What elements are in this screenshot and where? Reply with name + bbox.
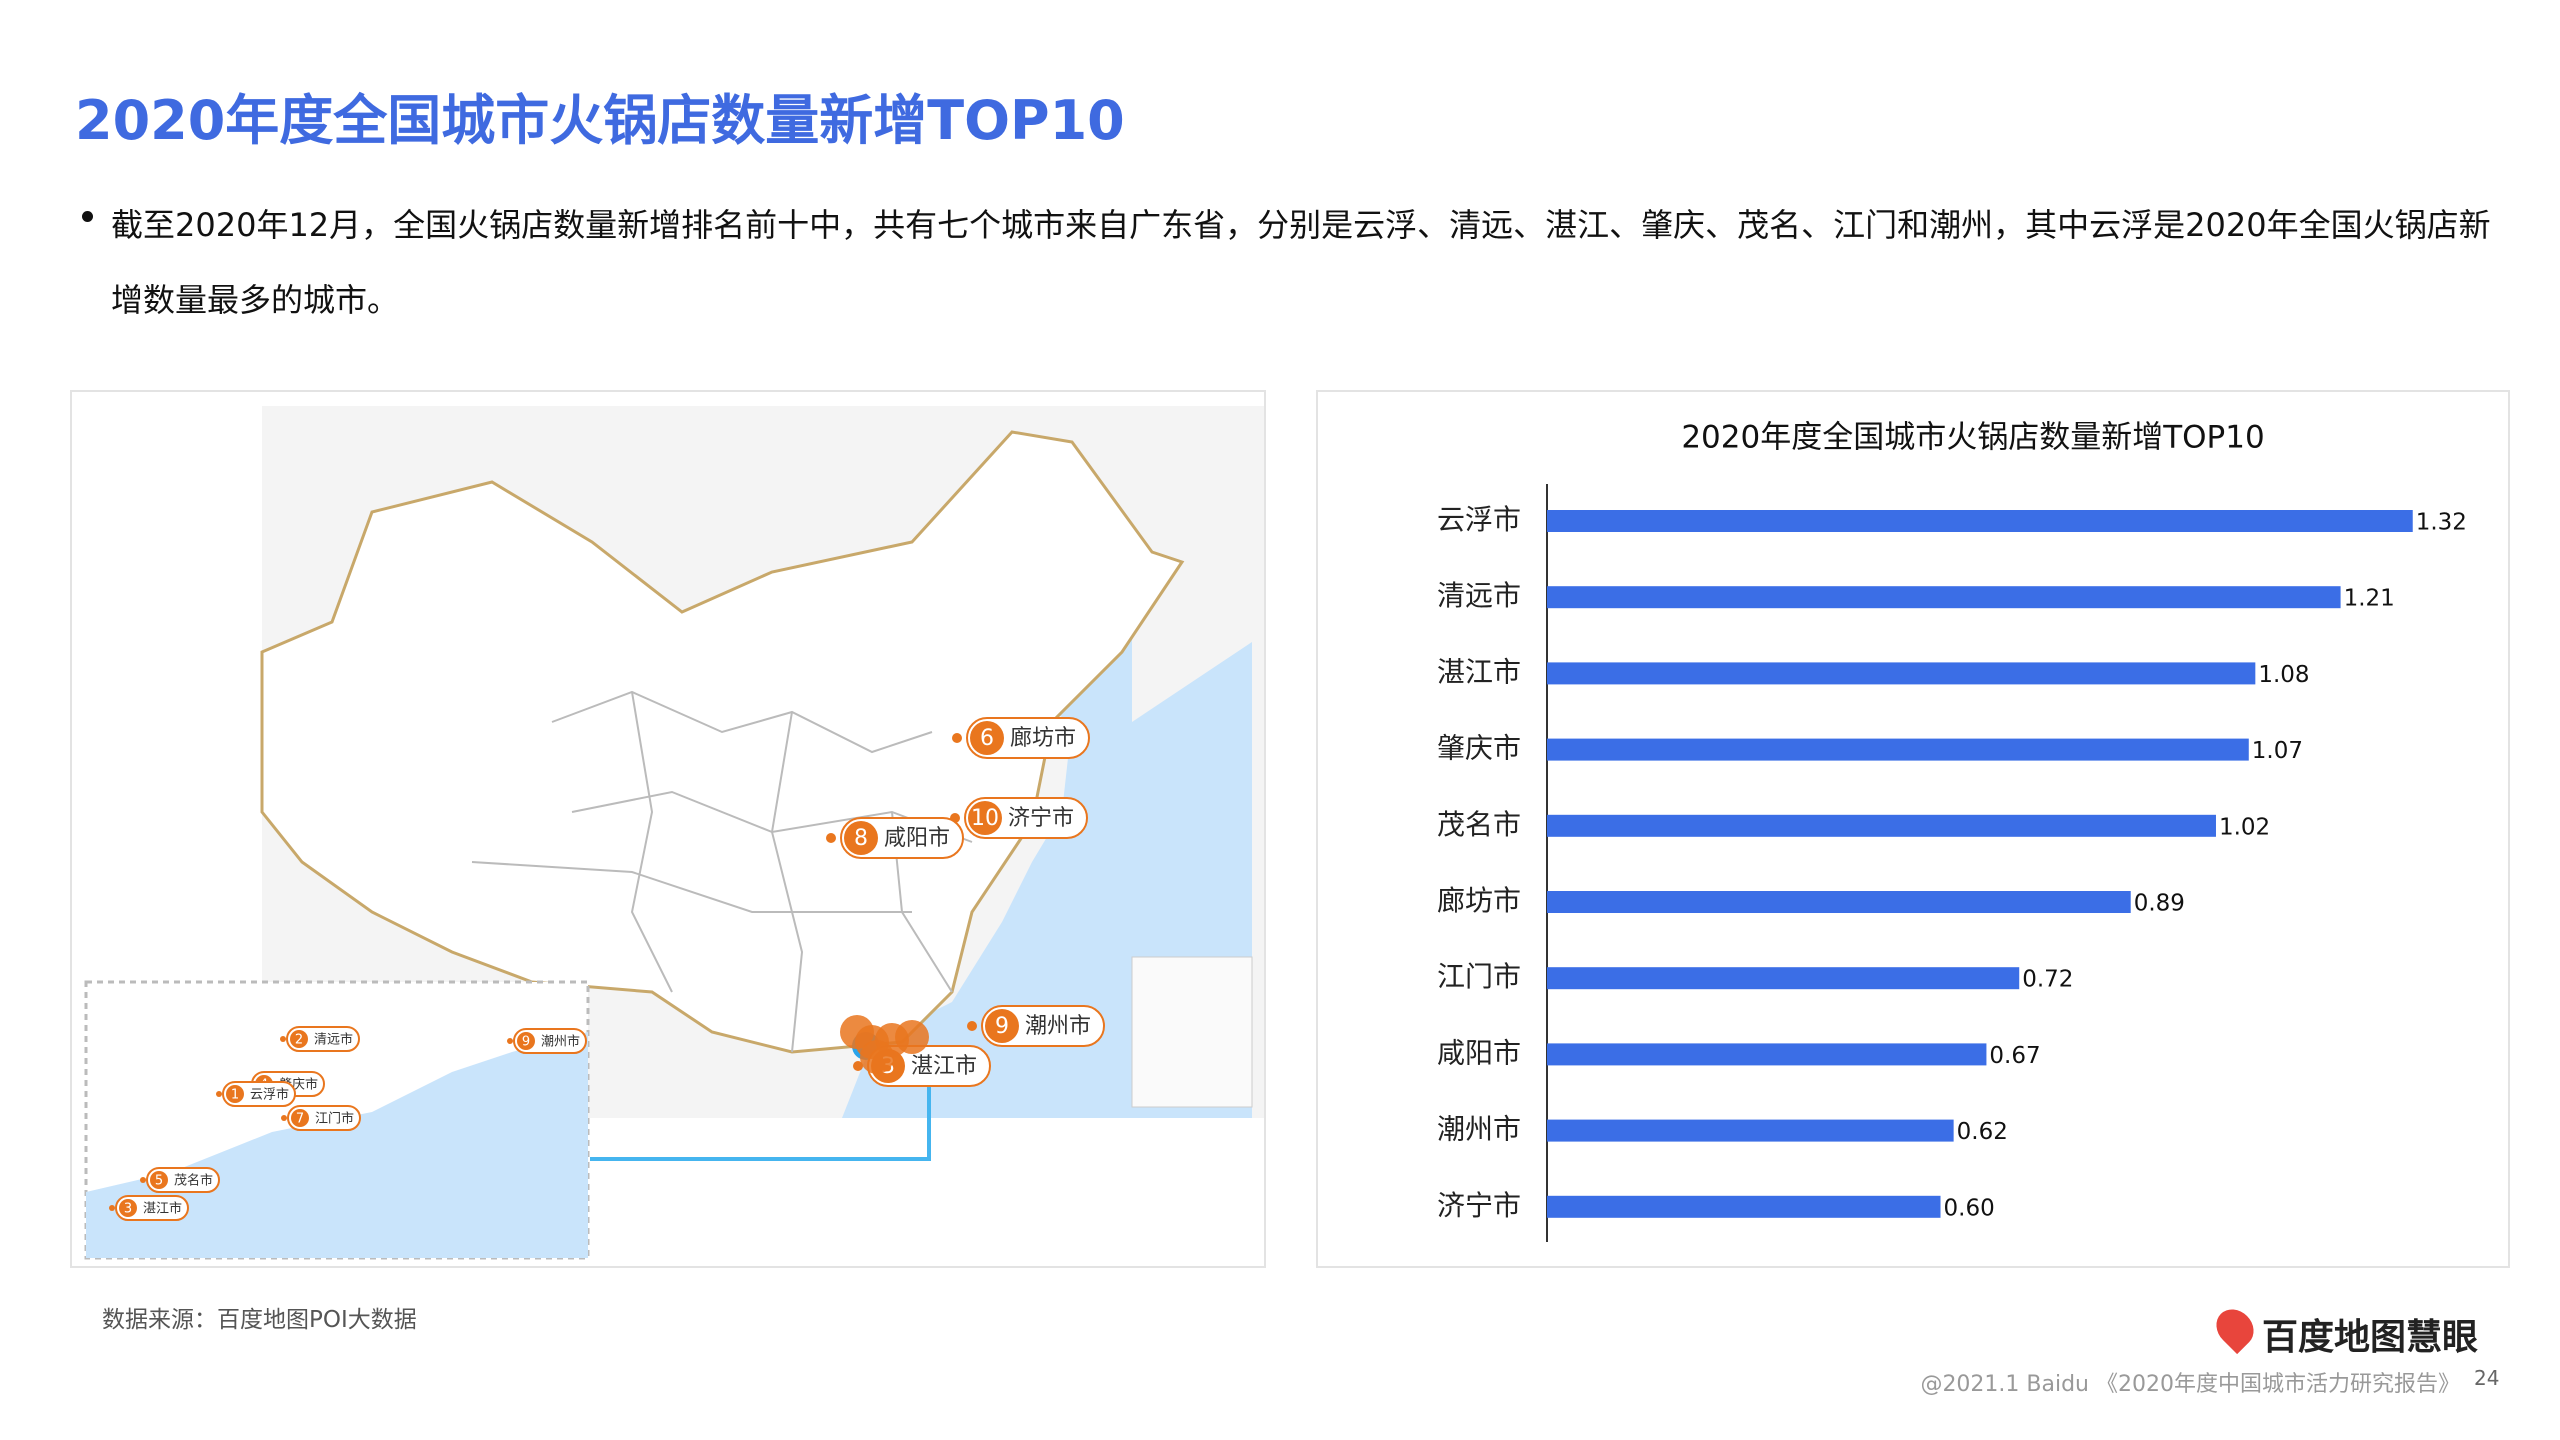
bar (1547, 586, 2341, 609)
marker-label: 湛江市 (911, 1054, 977, 1079)
marker-label: 济宁市 (1008, 806, 1074, 831)
bar (1547, 738, 2249, 761)
marker-dot (968, 801, 1002, 835)
y-tick-label: 廊坊市 (1437, 884, 1521, 917)
bar (1547, 967, 2020, 990)
marker-label: 茂名市 (174, 1173, 213, 1189)
copyright: @2021.1 Baidu 《2020年度中国城市活力研究报告》 (1920, 1372, 2460, 1397)
y-tick-label: 清远市 (1437, 579, 1521, 612)
marker-dot (517, 1032, 535, 1050)
marker-rank: 6 (980, 726, 994, 751)
y-tick-label: 云浮市 (1437, 503, 1521, 536)
marker-dot (291, 1109, 309, 1127)
source: 数据来源：百度地图POI大数据 (102, 1307, 417, 1333)
cluster (860, 1040, 894, 1074)
chart-panel (1316, 390, 2510, 1268)
marker-point (967, 1021, 977, 1031)
value-label: 0.62 (1957, 1119, 2008, 1145)
inset-point (507, 1038, 513, 1044)
marker-dot (150, 1171, 168, 1189)
page-number: 24 (2474, 1366, 2500, 1390)
marker-rank: 9 (995, 1014, 1009, 1039)
marker-label: 潮州市 (541, 1034, 580, 1050)
marker-dot (970, 721, 1004, 755)
marker-label: 廊坊市 (1010, 726, 1076, 751)
inset-point (140, 1177, 146, 1183)
inset-point (280, 1036, 286, 1042)
bar (1547, 510, 2413, 532)
marker-rank: 9 (522, 1035, 530, 1050)
map: 6廊坊市10济宁市8咸阳市9潮州市3湛江市2清远市9潮州市4肇庆市1云浮市7江门… (84, 406, 1322, 1260)
marker-rank: 2 (295, 1033, 303, 1048)
y-tick-label: 茂名市 (1437, 808, 1521, 841)
marker-point (853, 1061, 863, 1071)
marker-rank: 7 (296, 1112, 304, 1127)
marker-label: 湛江市 (143, 1201, 182, 1217)
marker-rank: 10 (971, 806, 999, 831)
y-tick-label: 江门市 (1437, 960, 1521, 993)
bar (1547, 1043, 1987, 1066)
marker-label: 清远市 (314, 1032, 353, 1048)
value-label: 1.21 (2344, 586, 2395, 612)
inset-point (216, 1091, 222, 1097)
y-tick-label: 湛江市 (1437, 655, 1521, 688)
value-label: 1.08 (2258, 662, 2309, 688)
bar (1547, 1119, 1954, 1142)
bar (1547, 1195, 1941, 1218)
value-label: 0.72 (2022, 967, 2073, 993)
y-tick-label: 潮州市 (1437, 1113, 1521, 1146)
value-label: 1.02 (2219, 814, 2270, 840)
bar (1547, 814, 2216, 837)
bullet-text: 截至2020年12月，全国火锅店数量新增排名前十中，共有七个城市来自广东省，分别… (111, 206, 2491, 319)
inset-sea (86, 1032, 588, 1258)
value-label: 0.60 (1944, 1195, 1995, 1221)
marker-dot (985, 1009, 1019, 1043)
bar (1547, 662, 2256, 685)
value-label: 0.89 (2134, 891, 2185, 917)
y-tick-label: 肇庆市 (1437, 732, 1521, 765)
marker-rank: 5 (155, 1174, 163, 1189)
value-label: 0.67 (1989, 1043, 2040, 1069)
value-label: 1.07 (2252, 738, 2303, 764)
inset-point (281, 1115, 287, 1121)
y-tick-label: 济宁市 (1437, 1189, 1521, 1222)
marker-dot (290, 1030, 308, 1048)
marker-rank: 1 (231, 1088, 239, 1103)
marker-dot (844, 821, 878, 855)
page-title: 2020年度全国城市火锅店数量新增TOP10 (75, 89, 1125, 152)
inset-point (109, 1205, 115, 1211)
y-tick-label: 咸阳市 (1437, 1036, 1521, 1069)
south-sea-inset (1131, 956, 1253, 1108)
marker-label: 咸阳市 (884, 826, 950, 851)
chart-title: 2020年度全国城市火锅店数量新增TOP10 (1681, 420, 2264, 456)
bullet-dot (82, 211, 93, 222)
marker-point (952, 733, 962, 743)
marker-dot (119, 1199, 137, 1217)
marker-point (826, 833, 836, 843)
value-label: 1.32 (2416, 510, 2467, 536)
marker-label: 潮州市 (1025, 1014, 1091, 1039)
marker-dot (226, 1085, 244, 1103)
marker-rank: 3 (124, 1202, 132, 1217)
marker-rank: 8 (854, 826, 868, 851)
cluster (895, 1020, 929, 1054)
marker-label: 云浮市 (250, 1087, 289, 1103)
marker-label: 江门市 (315, 1111, 354, 1127)
logo: 百度地图慧眼 (2262, 1317, 2479, 1358)
bar (1547, 891, 2131, 913)
map-panel: 6廊坊市10济宁市8咸阳市9潮州市3湛江市2清远市9潮州市4肇庆市1云浮市7江门… (70, 390, 1322, 1268)
